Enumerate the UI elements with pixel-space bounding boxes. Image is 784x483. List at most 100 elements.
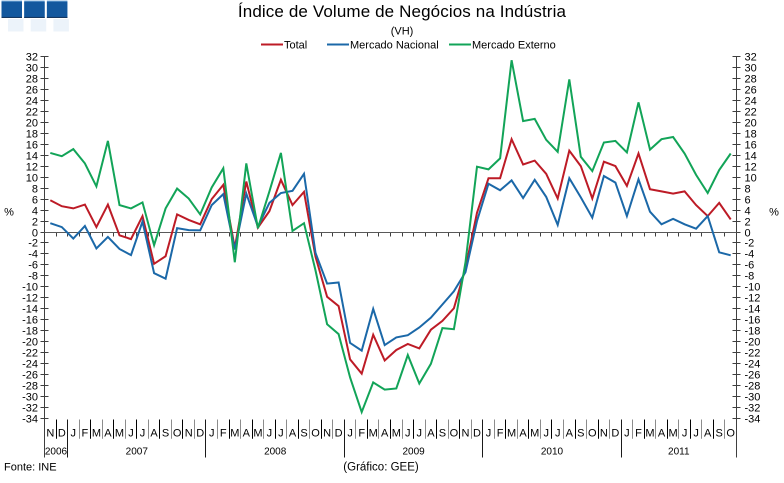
svg-text:M: M <box>369 428 378 440</box>
svg-text:M: M <box>115 428 124 440</box>
svg-text:2007: 2007 <box>126 447 149 458</box>
svg-text:-8: -8 <box>745 271 755 283</box>
svg-text:-18: -18 <box>745 326 761 338</box>
svg-text:-22: -22 <box>22 348 38 360</box>
svg-text:2010: 2010 <box>541 447 564 458</box>
svg-text:16: 16 <box>745 140 757 152</box>
svg-text:14: 14 <box>745 151 757 163</box>
svg-text:N: N <box>46 428 54 440</box>
svg-text:-24: -24 <box>22 359 38 371</box>
svg-text:8: 8 <box>32 184 38 196</box>
svg-text:A: A <box>150 428 158 440</box>
svg-text:2011: 2011 <box>668 447 690 458</box>
svg-text:N: N <box>185 428 193 440</box>
svg-text:12: 12 <box>745 162 757 174</box>
svg-text:Mercado Nacional: Mercado Nacional <box>350 40 439 52</box>
svg-text:J: J <box>555 428 561 440</box>
svg-text:32: 32 <box>26 52 38 64</box>
svg-text:22: 22 <box>745 107 757 119</box>
svg-text:F: F <box>497 428 504 440</box>
svg-text:%: % <box>4 207 14 219</box>
svg-text:S: S <box>577 428 584 440</box>
svg-text:N: N <box>323 428 331 440</box>
svg-text:D: D <box>335 428 343 440</box>
svg-text:-30: -30 <box>22 392 38 404</box>
svg-text:10: 10 <box>745 173 757 185</box>
svg-text:J: J <box>128 428 134 440</box>
svg-text:-8: -8 <box>28 271 38 283</box>
svg-text:M: M <box>230 428 239 440</box>
svg-text:A: A <box>289 428 297 440</box>
svg-text:Mercado Externo: Mercado Externo <box>472 40 556 52</box>
svg-text:32: 32 <box>745 52 757 64</box>
svg-text:N: N <box>462 428 470 440</box>
svg-text:-30: -30 <box>745 392 761 404</box>
svg-text:6: 6 <box>32 195 38 207</box>
svg-text:F: F <box>82 428 89 440</box>
svg-text:F: F <box>358 428 365 440</box>
svg-text:0: 0 <box>745 228 751 240</box>
svg-text:0: 0 <box>32 228 38 240</box>
svg-text:A: A <box>704 428 712 440</box>
svg-text:-34: -34 <box>745 414 761 426</box>
svg-text:J: J <box>347 428 353 440</box>
svg-text:J: J <box>405 428 411 440</box>
svg-text:A: A <box>427 428 435 440</box>
svg-text:8: 8 <box>745 184 751 196</box>
svg-text:-26: -26 <box>745 370 761 382</box>
svg-text:J: J <box>267 428 273 440</box>
svg-text:J: J <box>682 428 688 440</box>
svg-text:J: J <box>693 428 699 440</box>
svg-text:(VH): (VH) <box>391 26 414 38</box>
svg-text:D: D <box>611 428 619 440</box>
svg-text:F: F <box>635 428 642 440</box>
svg-text:-6: -6 <box>745 260 755 272</box>
svg-text:(Gráfico: GEE): (Gráfico: GEE) <box>343 462 419 474</box>
svg-text:28: 28 <box>745 74 757 86</box>
svg-text:24: 24 <box>745 96 757 108</box>
svg-text:M: M <box>530 428 539 440</box>
svg-text:A: A <box>566 428 574 440</box>
svg-text:M: M <box>669 428 678 440</box>
svg-text:Índice de Volume de Negócios n: Índice de Volume de Negócios na Indústri… <box>238 2 567 21</box>
svg-text:30: 30 <box>26 63 38 75</box>
svg-text:-12: -12 <box>22 293 38 305</box>
svg-text:J: J <box>417 428 423 440</box>
svg-text:M: M <box>392 428 401 440</box>
svg-text:J: J <box>71 428 77 440</box>
svg-text:-34: -34 <box>22 414 38 426</box>
svg-text:2: 2 <box>745 217 751 229</box>
svg-text:O: O <box>588 428 597 440</box>
svg-text:12: 12 <box>26 162 38 174</box>
svg-text:J: J <box>278 428 284 440</box>
svg-text:14: 14 <box>26 151 38 163</box>
svg-text:D: D <box>473 428 481 440</box>
svg-text:10: 10 <box>26 173 38 185</box>
svg-text:-14: -14 <box>22 304 38 316</box>
svg-text:30: 30 <box>745 63 757 75</box>
svg-text:J: J <box>486 428 492 440</box>
svg-text:-4: -4 <box>745 249 755 261</box>
svg-text:4: 4 <box>32 206 38 218</box>
svg-text:N: N <box>600 428 608 440</box>
svg-text:-24: -24 <box>745 359 761 371</box>
svg-text:D: D <box>58 428 66 440</box>
svg-text:-10: -10 <box>745 282 761 294</box>
svg-text:-32: -32 <box>22 403 38 415</box>
svg-text:-18: -18 <box>22 326 38 338</box>
svg-text:18: 18 <box>26 129 38 141</box>
svg-text:A: A <box>104 428 112 440</box>
svg-text:S: S <box>716 428 723 440</box>
svg-text:M: M <box>645 428 654 440</box>
svg-text:-28: -28 <box>745 381 761 393</box>
svg-text:-20: -20 <box>22 337 38 349</box>
svg-text:16: 16 <box>26 140 38 152</box>
svg-text:-16: -16 <box>22 315 38 327</box>
svg-text:20: 20 <box>745 118 757 130</box>
svg-text:O: O <box>173 428 182 440</box>
svg-text:28: 28 <box>26 74 38 86</box>
svg-text:-16: -16 <box>745 315 761 327</box>
svg-text:-4: -4 <box>28 249 38 261</box>
svg-text:-22: -22 <box>745 348 761 360</box>
svg-text:-26: -26 <box>22 370 38 382</box>
